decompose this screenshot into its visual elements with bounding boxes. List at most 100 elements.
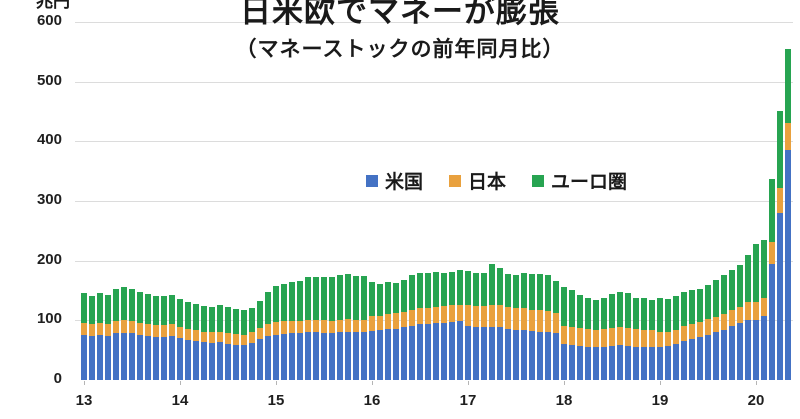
y-tick-label: 500 <box>36 71 62 89</box>
bar-segment <box>457 269 463 305</box>
bar-segment <box>665 331 671 346</box>
chart-title: 日米欧でマネーが膨張 <box>240 0 560 29</box>
bar-2017-01 <box>465 270 471 380</box>
bar-segment <box>505 307 511 329</box>
bar-2020-01 <box>753 243 759 380</box>
bar-2015-07 <box>321 276 327 380</box>
bar-segment <box>153 337 159 380</box>
bar-segment <box>441 322 447 380</box>
bar-segment <box>369 331 375 380</box>
bar-2019-08 <box>713 280 719 380</box>
bar-segment <box>337 274 343 320</box>
bar-segment <box>673 344 679 380</box>
bar-2018-11 <box>641 298 647 380</box>
x-tick-mark <box>84 381 85 385</box>
bar-segment <box>401 280 407 312</box>
bar-segment <box>81 323 87 336</box>
bar-segment <box>513 308 519 330</box>
bar-segment <box>697 337 703 380</box>
bar-segment <box>729 310 735 327</box>
bar-segment <box>657 297 663 332</box>
bar-segment <box>705 285 711 320</box>
bar-segment <box>201 305 207 332</box>
bar-segment <box>497 305 503 328</box>
x-tick-mark <box>468 381 469 385</box>
bar-segment <box>265 323 271 336</box>
bar-2014-12 <box>265 291 271 380</box>
bar-segment <box>305 276 311 320</box>
bar-segment <box>305 332 311 380</box>
bar-segment <box>329 333 335 380</box>
bar-2016-10 <box>441 273 447 380</box>
bar-segment <box>761 316 767 380</box>
bar-segment <box>777 212 783 380</box>
bar-segment <box>537 310 543 332</box>
x-tick-label: 17 <box>459 392 477 409</box>
bar-segment <box>353 275 359 320</box>
bar-segment <box>745 319 751 380</box>
bar-segment <box>329 277 335 321</box>
bar-segment <box>97 335 103 380</box>
bar-segment <box>345 319 351 332</box>
bar-segment <box>105 323 111 336</box>
y-tick-label: 0 <box>53 370 62 387</box>
bar-segment <box>785 48 791 124</box>
bar-segment <box>417 308 423 325</box>
x-tick-mark <box>372 381 373 385</box>
x-tick-mark <box>756 381 757 385</box>
bar-2015-04 <box>297 280 303 380</box>
bar-segment <box>681 341 687 380</box>
legend-swatch-icon <box>366 174 378 187</box>
bar-segment <box>233 344 239 380</box>
bar-segment <box>665 345 671 380</box>
bar-segment <box>529 274 535 310</box>
bar-2019-10 <box>729 270 735 380</box>
bar-segment <box>521 273 527 309</box>
bar-2017-05 <box>497 267 503 380</box>
bar-segment <box>393 328 399 380</box>
bar-2013-07 <box>129 288 135 380</box>
bar-2015-03 <box>289 282 295 380</box>
bar-2017-10 <box>537 274 543 380</box>
bar-segment <box>713 332 719 380</box>
bar-2019-02 <box>665 299 671 380</box>
bar-segment <box>145 335 151 380</box>
bar-2013-01 <box>81 293 87 380</box>
x-tick-mark <box>276 381 277 385</box>
bar-segment <box>465 305 471 327</box>
bar-segment <box>185 340 191 380</box>
x-tick-label: 20 <box>747 392 765 409</box>
chart-subtitle: （マネーストックの前年同月比） <box>235 38 565 61</box>
bar-segment <box>441 305 447 323</box>
bar-segment <box>657 346 663 380</box>
bar-segment <box>585 329 591 347</box>
bar-2018-12 <box>649 300 655 380</box>
gridline-400 <box>75 141 793 143</box>
bar-segment <box>193 304 199 330</box>
bar-segment <box>553 312 559 334</box>
bar-segment <box>513 274 519 309</box>
bar-segment <box>625 328 631 346</box>
bar-2017-02 <box>473 273 479 380</box>
bar-segment <box>585 298 591 330</box>
bar-segment <box>337 332 343 380</box>
bar-segment <box>169 336 175 380</box>
bar-segment <box>465 270 471 306</box>
bar-2014-02 <box>185 302 191 380</box>
bar-segment <box>521 308 527 331</box>
bar-2018-03 <box>577 294 583 380</box>
bar-segment <box>705 319 711 335</box>
legend: 米国 日本 ユーロ圏 <box>366 167 627 194</box>
bar-segment <box>761 239 767 299</box>
bar-segment <box>737 323 743 380</box>
bar-segment <box>449 322 455 380</box>
bar-segment <box>721 329 727 380</box>
y-tick-label: 100 <box>36 310 62 328</box>
bar-segment <box>753 302 759 321</box>
bar-segment <box>233 308 239 335</box>
bar-segment <box>433 323 439 380</box>
bar-2016-02 <box>377 284 383 380</box>
bar-segment <box>97 323 103 336</box>
bar-segment <box>369 282 375 317</box>
bar-segment <box>209 342 215 380</box>
